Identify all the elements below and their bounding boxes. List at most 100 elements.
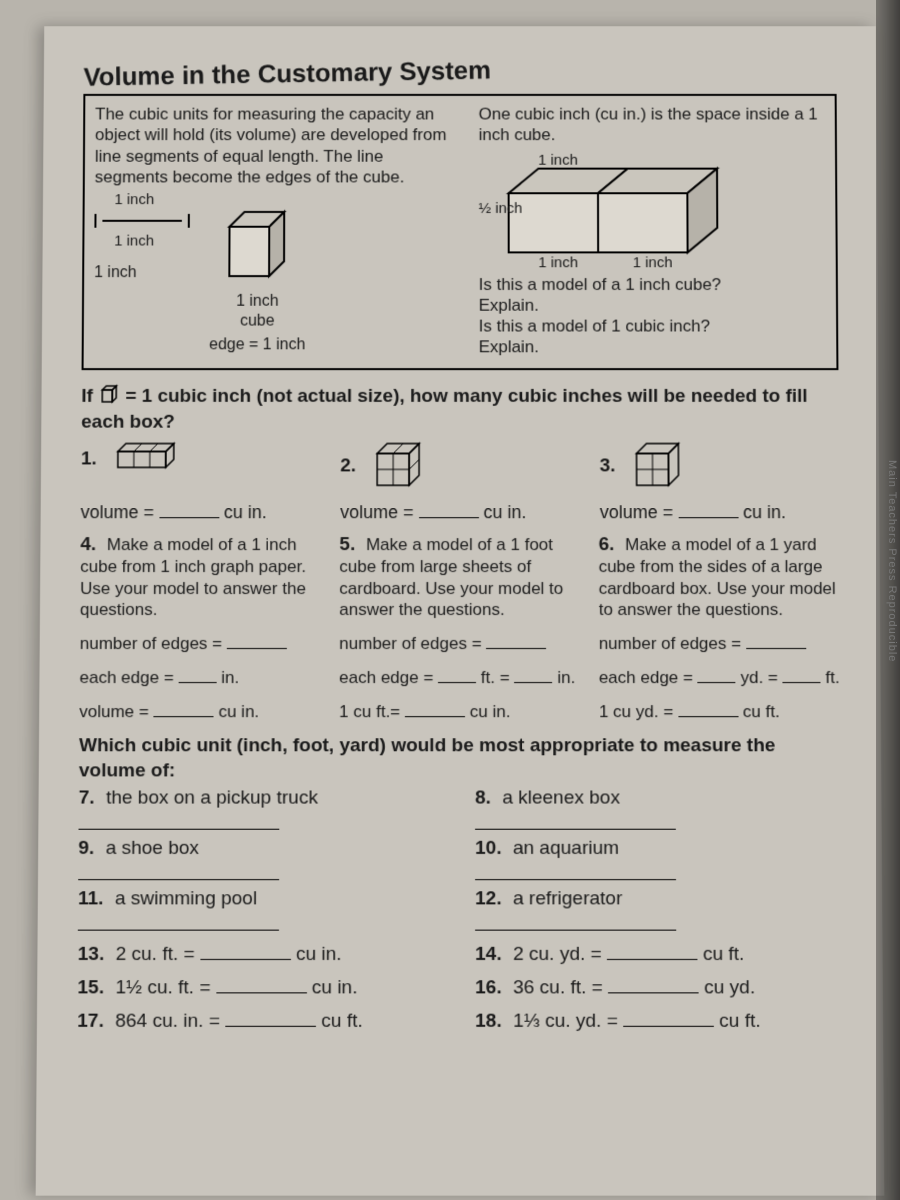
vol2-label: volume = [340,502,413,522]
q5-num: 5. [339,534,355,555]
q6-u2: ft. [825,668,839,687]
q11-text: a swimming pool [115,889,257,910]
q9-blank[interactable] [78,862,279,880]
q16-text: 36 cu. ft. = [513,977,603,998]
q9-num: 9. [78,838,94,859]
q6-edges-blank[interactable] [746,630,806,649]
q15-blank[interactable] [216,972,307,993]
q6-edges: number of edges = [599,634,741,653]
q5-each: each edge = [339,668,433,687]
q18-blank[interactable] [623,1006,714,1027]
box2-icon [373,439,443,494]
q17-unit: cu ft. [321,1011,363,1032]
vol2-blank[interactable] [419,498,479,518]
box1-icon [114,439,184,480]
vol3-label: volume = [600,502,673,522]
q15-unit: cu in. [312,977,358,998]
q18-num: 18. [475,1011,502,1032]
q10-text: an aquarium [513,838,619,859]
q6-each-blank2[interactable] [783,664,821,683]
q4-each: each edge = [79,668,173,687]
page-title: Volume in the Customary System [83,49,836,92]
q14-text: 2 cu. yd. = [513,944,602,965]
volume-row: 1. volume = cu in. 2. volume = cu in. 3. [81,439,840,522]
q8-text: a kleenex box [502,788,620,809]
q15-text: 1½ cu. ft. = [115,977,210,998]
q4-edges: number of edges = [80,634,222,653]
unit-prompt: Which cubic unit (inch, foot, yard) woul… [79,734,841,784]
q17-blank[interactable] [225,1006,316,1027]
q13-num: 13. [78,944,105,965]
q6-vol-unit: cu ft. [743,702,780,721]
q10-blank[interactable] [475,862,676,880]
q11-blank[interactable] [78,913,279,931]
q13-unit: cu in. [296,944,342,965]
q5-edges-blank[interactable] [486,630,546,649]
q6-u1: yd. = [740,668,777,687]
q17-num: 17. [77,1011,104,1032]
cube-label: 1 inch cube [209,292,305,332]
vol3-blank[interactable] [678,498,738,518]
q4-vol-blank[interactable] [154,698,214,717]
unit-cube-icon [98,382,120,411]
q5-vol: 1 cu ft.= [339,702,400,721]
q3-num: 3. [600,456,616,477]
q5-each-blank2[interactable] [514,664,552,683]
q6-each: each edge = [599,668,693,687]
intro-right-text: One cubic inch (cu in.) is the space ins… [479,105,818,145]
q12-num: 12. [475,889,502,910]
fill-prompt: If = 1 cubic inch (not actual size), how… [81,382,839,436]
vol3-unit: cu in. [743,502,786,522]
prism-half-label: ½ inch [479,200,523,218]
q13-text: 2 cu. ft. = [116,944,195,965]
q14-num: 14. [475,944,502,965]
vol1-unit: cu in. [224,502,267,522]
intro-left-text: The cubic units for measuring the capaci… [95,105,447,186]
q14-unit: cu ft. [703,944,745,965]
q5-vol-blank[interactable] [405,698,465,717]
right-q1: Is this a model of a 1 inch cube? [479,274,826,295]
q5-u2: in. [557,668,575,687]
q4-edges-blank[interactable] [227,630,287,649]
q12-blank[interactable] [475,913,676,931]
q2-num: 2. [340,456,356,477]
q6-each-blank1[interactable] [698,664,736,683]
q6-vol: 1 cu yd. = [599,702,673,721]
model-row: 4. Make a model of a 1 inch cube from 1 … [79,533,841,722]
unit-grid: 7. the box on a pickup truck 8. a kleene… [78,788,842,931]
q5-u1: ft. = [481,668,510,687]
q4-num: 4. [80,534,96,555]
q4-each-blank[interactable] [178,664,216,683]
q18-unit: cu ft. [719,1011,761,1032]
q16-blank[interactable] [608,972,699,993]
prism-b1-label: 1 inch [538,254,578,273]
q8-blank[interactable] [475,812,676,830]
q4-vol: volume = [79,702,149,721]
prompt-rest: = 1 cubic inch (not actual size), how ma… [81,385,807,432]
spine-text: Main Teachers Press Reproducible [886,460,898,662]
intro-box: The cubic units for measuring the capaci… [82,94,839,370]
cube-icon [209,197,299,286]
right-q2: Explain. [479,295,827,316]
q7-blank[interactable] [79,812,280,830]
q4-text: Make a model of a 1 inch cube from 1 inc… [80,535,306,619]
vol1-label: volume = [81,502,155,522]
q5-each-blank1[interactable] [438,664,476,683]
q6-num: 6. [598,534,614,555]
q5-text: Make a model of a 1 foot cube from large… [339,535,563,619]
q18-text: 1⅓ cu. yd. = [513,1011,618,1032]
worksheet-page: Volume in the Customary System The cubic… [36,26,885,1195]
q6-vol-blank[interactable] [678,698,738,717]
q1-num: 1. [81,449,97,470]
right-q3: Is this a model of 1 cubic inch? [479,316,827,337]
cube-side-label: 1 inch [94,263,190,283]
q7-text: the box on a pickup truck [106,788,318,809]
vol2-unit: cu in. [484,502,527,522]
q14-blank[interactable] [607,939,698,960]
edge-label: edge = 1 inch [209,335,305,355]
box3-icon [632,439,688,494]
q13-blank[interactable] [200,939,291,960]
q11-num: 11. [78,889,104,910]
conversion-grid: 13. 2 cu. ft. = cu in. 14. 2 cu. yd. = c… [77,939,843,1033]
vol1-blank[interactable] [159,498,219,518]
